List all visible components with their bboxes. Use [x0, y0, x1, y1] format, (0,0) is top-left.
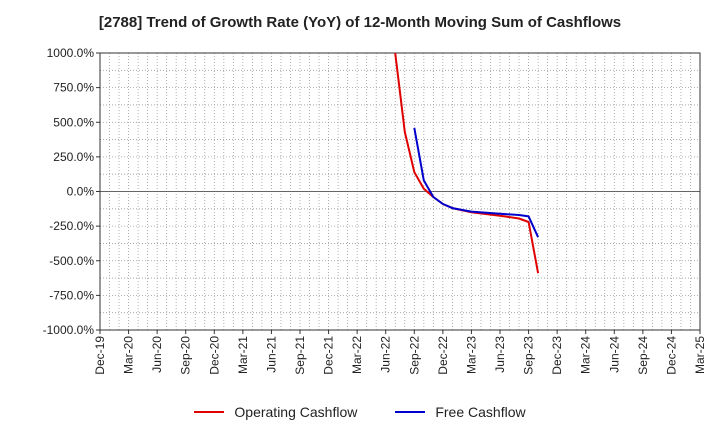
legend-swatch-operating-cashflow — [194, 411, 225, 413]
x-tick-label: Mar-22 — [350, 336, 364, 374]
x-tick-label: Sep-21 — [293, 336, 307, 375]
series-line-operating-cashflow — [394, 53, 540, 274]
y-tick-label: -250.0% — [49, 219, 94, 233]
series-line-free-cashflow — [413, 127, 540, 238]
x-tick-label: Jun-22 — [379, 336, 393, 373]
x-tick-label: Dec-22 — [436, 336, 450, 375]
x-tick-label: Mar-21 — [236, 336, 250, 374]
legend-label-free-cashflow: Free Cashflow — [435, 404, 526, 420]
x-tick-label: Dec-20 — [207, 336, 221, 375]
x-tick-label: Dec-19 — [93, 336, 107, 375]
legend-item-operating-cashflow: Operating Cashflow — [194, 404, 357, 420]
y-tick-label: 750.0% — [53, 81, 94, 95]
x-tick-label: Jun-21 — [264, 336, 278, 373]
legend-label-operating-cashflow: Operating Cashflow — [234, 404, 358, 420]
x-tick-label: Mar-24 — [579, 336, 593, 374]
y-tick-label: 250.0% — [53, 150, 94, 164]
chart-title: [2788] Trend of Growth Rate (YoY) of 12-… — [98, 14, 622, 31]
x-tick-label: Sep-20 — [179, 336, 193, 375]
y-tick-label: 500.0% — [53, 115, 94, 129]
x-tick-label: Mar-23 — [464, 336, 478, 374]
legend-item-free-cashflow: Free Cashflow — [395, 404, 526, 420]
y-tick-label: -750.0% — [49, 288, 94, 302]
x-tick-label: Jun-24 — [607, 336, 621, 373]
y-tick-label: 0.0% — [67, 185, 95, 199]
x-tick-label: Jun-23 — [493, 336, 507, 373]
y-tick-label: -500.0% — [49, 254, 94, 268]
x-tick-label: Mar-25 — [693, 336, 707, 374]
x-tick-label: Mar-20 — [122, 336, 136, 374]
legend-swatch-free-cashflow — [395, 411, 426, 413]
x-tick-label: Sep-22 — [407, 336, 421, 375]
x-tick-label: Dec-23 — [550, 336, 564, 375]
y-tick-label: -1000.0% — [43, 323, 95, 337]
x-tick-label: Jun-20 — [150, 336, 164, 373]
x-tick-label: Dec-24 — [664, 336, 678, 375]
x-tick-label: Dec-21 — [322, 336, 336, 375]
y-tick-label: 1000.0% — [47, 46, 95, 60]
legend: Operating Cashflow Free Cashflow — [0, 404, 720, 420]
x-tick-label: Sep-24 — [636, 336, 650, 375]
x-tick-label: Sep-23 — [522, 336, 536, 375]
